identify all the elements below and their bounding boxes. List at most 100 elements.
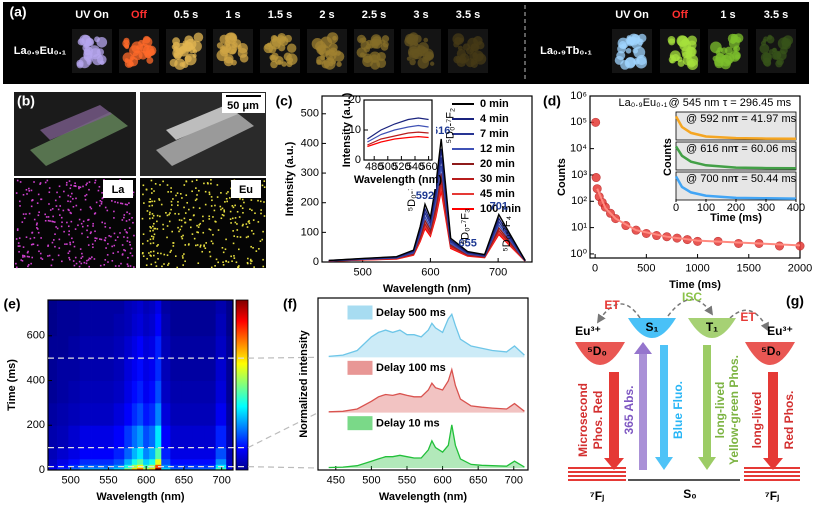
map-dot bbox=[225, 260, 227, 262]
heatmap-cell bbox=[161, 358, 171, 381]
map-dot bbox=[149, 198, 152, 200]
heatmap-cell bbox=[170, 464, 183, 469]
map-dot bbox=[48, 191, 51, 194]
map-dot bbox=[236, 236, 239, 238]
map-dot bbox=[19, 245, 21, 247]
map-dot bbox=[89, 232, 92, 235]
map-dot bbox=[156, 214, 159, 217]
map-dot bbox=[106, 209, 109, 212]
heatmap-cell bbox=[124, 402, 133, 426]
map-dot bbox=[206, 182, 209, 184]
heatmap-cell bbox=[57, 380, 69, 404]
map-dot bbox=[188, 208, 190, 211]
heatmap-cell bbox=[91, 467, 103, 471]
heatmap-cell bbox=[204, 467, 217, 471]
phosphor-blob bbox=[760, 52, 772, 64]
map-dot bbox=[170, 249, 172, 252]
map-dot bbox=[220, 208, 222, 211]
phosphor-blob bbox=[720, 47, 728, 54]
map-dot bbox=[221, 247, 224, 249]
map-dot bbox=[239, 198, 241, 200]
legend-label: Delay 500 ms bbox=[376, 307, 446, 319]
map-dot bbox=[121, 219, 124, 221]
map-dot bbox=[222, 261, 224, 264]
map-dot bbox=[32, 243, 34, 246]
heatmap-cell bbox=[102, 402, 115, 426]
map-dot bbox=[81, 255, 84, 258]
map-dot bbox=[104, 259, 107, 261]
heatmap-cell bbox=[192, 402, 205, 426]
heatmap-cell bbox=[68, 300, 81, 314]
map-dot bbox=[104, 222, 106, 225]
map-dot bbox=[33, 236, 36, 239]
x-tick-label: 200 bbox=[727, 202, 745, 214]
y-tick-label: 10¹ bbox=[571, 222, 587, 234]
x-tick-label: 700 bbox=[505, 475, 523, 487]
map-dot bbox=[71, 192, 73, 195]
phosphor-blob bbox=[767, 34, 773, 40]
map-dot bbox=[167, 262, 170, 265]
data-point bbox=[591, 173, 601, 183]
map-dot bbox=[23, 217, 26, 220]
heatmap-cell bbox=[215, 335, 227, 359]
plot-frame bbox=[317, 297, 529, 471]
map-dot bbox=[68, 256, 70, 259]
map-label: La bbox=[112, 184, 126, 196]
map-dot bbox=[84, 198, 87, 201]
map-dot bbox=[150, 188, 153, 190]
map-dot bbox=[74, 228, 77, 230]
heatmap-cell bbox=[181, 402, 194, 426]
map-dot bbox=[75, 262, 78, 265]
phosphor-blob bbox=[669, 54, 675, 59]
map-dot bbox=[22, 256, 24, 258]
plot-frame bbox=[589, 95, 801, 259]
y-tick-label: 600 bbox=[27, 330, 45, 342]
phosphor-blob bbox=[759, 43, 770, 54]
legend-label: 20 min bbox=[480, 158, 515, 170]
map-dot bbox=[126, 236, 129, 239]
phosphor-blob bbox=[381, 35, 390, 43]
phosphor-blob bbox=[325, 49, 337, 61]
map-dot bbox=[194, 199, 197, 202]
x-tick-label: 650 bbox=[175, 475, 193, 487]
x-axis-label: Wavelength (nm) bbox=[354, 174, 443, 186]
map-dot bbox=[36, 222, 38, 225]
heatmap-cell bbox=[226, 447, 234, 460]
phosphor-blob bbox=[316, 55, 326, 65]
map-dot bbox=[245, 236, 248, 239]
map-dot bbox=[113, 232, 116, 235]
map-dot bbox=[146, 257, 148, 260]
heatmap-cell bbox=[215, 458, 227, 465]
map-dot bbox=[120, 262, 122, 265]
heatmap-cell bbox=[215, 358, 227, 381]
map-dot bbox=[68, 233, 70, 236]
level-label: S₁ bbox=[646, 320, 659, 334]
heatmap-cell bbox=[68, 467, 81, 471]
series-line bbox=[328, 367, 525, 413]
legend-label: 0 min bbox=[480, 98, 509, 110]
phosphor-blob bbox=[371, 36, 382, 46]
phosphor-blob bbox=[776, 57, 784, 66]
inset-label: @ 592 nm bbox=[686, 113, 737, 125]
map-dot bbox=[110, 235, 112, 238]
heatmap-cell bbox=[48, 458, 58, 465]
map-dot bbox=[17, 242, 20, 244]
map-dot bbox=[222, 264, 225, 266]
frame-label: UV On bbox=[75, 9, 109, 21]
map-dot bbox=[227, 261, 230, 263]
phosphor-blob bbox=[287, 43, 297, 53]
annotation: τ = 296.45 ms bbox=[723, 97, 792, 109]
eu-label: Eu³⁺ bbox=[767, 324, 793, 338]
map-dot bbox=[170, 190, 172, 193]
map-dot bbox=[151, 200, 153, 203]
heatmap-cell bbox=[155, 358, 162, 381]
map-dot bbox=[221, 214, 224, 216]
map-dot bbox=[44, 219, 47, 222]
map-dot bbox=[148, 213, 151, 216]
map-dot bbox=[196, 244, 199, 246]
map-dot bbox=[196, 194, 198, 196]
heatmap-cell bbox=[124, 300, 133, 314]
heatmap-cell bbox=[149, 447, 156, 460]
map-dot bbox=[94, 237, 96, 239]
map-dot bbox=[128, 212, 131, 215]
